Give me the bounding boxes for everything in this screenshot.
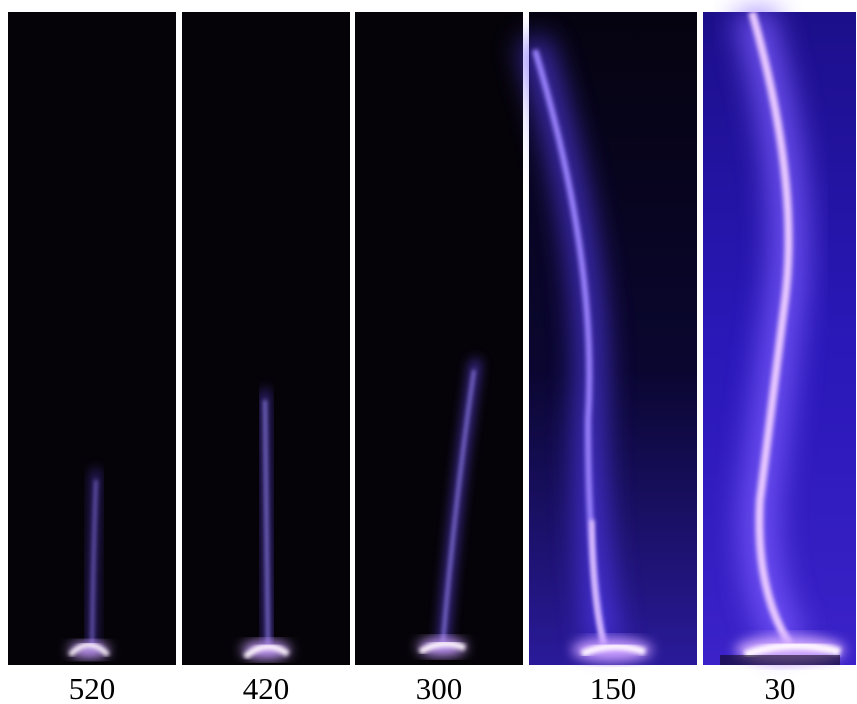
panel-label: 150 [590,671,637,704]
panel-label: 300 [416,671,463,704]
photo-panel [355,12,523,665]
panel-labels: 520 420 300 150 30 [69,671,796,704]
photo-panel [703,6,856,665]
photo-panel [182,12,350,665]
panel-label: 520 [69,671,116,704]
panel-label: 420 [243,671,290,704]
photo-panel [518,12,697,665]
panel-label: 30 [765,671,796,704]
photo-panel [8,12,176,665]
